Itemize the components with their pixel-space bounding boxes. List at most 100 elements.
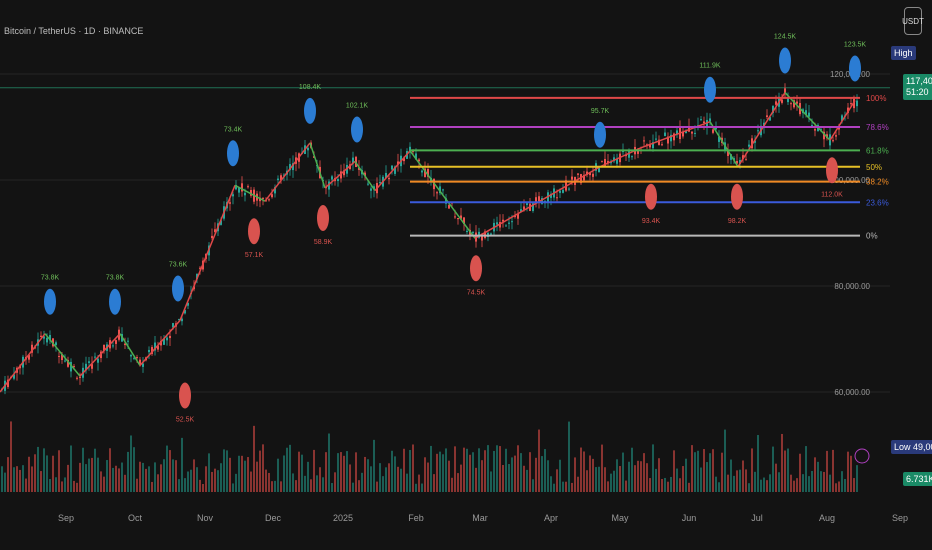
- volume-bar: [526, 469, 528, 492]
- volume-bar: [88, 458, 90, 492]
- candle-body: [547, 192, 549, 203]
- volume-bar: [790, 474, 792, 492]
- candle-body: [331, 176, 333, 180]
- candle-body: [85, 363, 87, 371]
- volume-bar: [640, 461, 642, 492]
- volume-bar: [340, 452, 342, 492]
- volume-bar: [610, 473, 612, 492]
- candle-body: [232, 194, 234, 197]
- candle-body: [457, 218, 459, 220]
- volume-bar: [361, 472, 363, 492]
- candle-body: [652, 142, 654, 149]
- volume-bar: [415, 483, 417, 492]
- candle-body: [163, 338, 165, 345]
- candle-body: [730, 154, 732, 160]
- volume-bar: [652, 444, 654, 492]
- currency-button[interactable]: USDT: [902, 7, 924, 35]
- volume-bar: [436, 453, 438, 492]
- volume-bar: [817, 461, 819, 492]
- volume-bar: [514, 455, 516, 492]
- candle-body: [7, 379, 9, 388]
- volume-bar: [142, 462, 144, 492]
- volume-bar: [136, 478, 138, 492]
- candle-body: [691, 131, 693, 134]
- zigzag-segment: [324, 160, 356, 189]
- volume-tag: 6.731K: [903, 472, 932, 486]
- volume-bar: [73, 480, 75, 492]
- volume-bar: [577, 476, 579, 492]
- candle-body: [589, 172, 591, 176]
- volume-bar: [211, 471, 213, 492]
- candle-body: [157, 345, 159, 350]
- candle-body: [739, 160, 741, 164]
- x-tick-label: Jun: [682, 513, 697, 523]
- candle-body: [637, 150, 639, 154]
- volume-bar: [490, 471, 492, 492]
- volume-bar: [460, 464, 462, 492]
- volume-bar: [409, 449, 411, 492]
- volume-bar: [238, 455, 240, 492]
- volume-bar: [541, 456, 543, 492]
- volume-bar: [808, 476, 810, 492]
- volume-bar: [763, 477, 765, 492]
- volume-bar: [823, 471, 825, 492]
- volume-bar: [94, 448, 96, 492]
- volume-bar: [343, 455, 345, 492]
- volume-bar: [190, 469, 192, 492]
- volume-bar: [160, 464, 162, 492]
- candle-body: [496, 222, 498, 225]
- volume-bar: [55, 477, 57, 492]
- volume-bar: [649, 478, 651, 492]
- candle-body: [235, 184, 237, 190]
- volume-bar: [598, 466, 600, 492]
- candle-body: [520, 209, 522, 213]
- volume-bar: [850, 455, 852, 492]
- volume-bar: [547, 460, 549, 492]
- volume-bar: [814, 457, 816, 492]
- candle-body: [766, 115, 768, 118]
- volume-bar: [337, 453, 339, 492]
- volume-bar: [247, 457, 249, 492]
- volume-bar: [580, 447, 582, 492]
- swing-high-label: 95.7K: [591, 108, 610, 115]
- candle-body: [55, 342, 57, 345]
- volume-bar: [253, 425, 255, 492]
- candle-body: [541, 198, 543, 204]
- volume-bar: [733, 475, 735, 492]
- volume-bar: [40, 471, 42, 492]
- swing-low-marker: [317, 204, 329, 231]
- swing-high-marker: [779, 47, 791, 74]
- candle-body: [835, 135, 837, 137]
- volume-bar: [166, 445, 168, 492]
- candle-body: [670, 134, 672, 142]
- candle-body: [577, 173, 579, 175]
- candle-body: [283, 174, 285, 176]
- volume-bar: [28, 456, 30, 492]
- volume-bar: [760, 479, 762, 492]
- volume-bar: [469, 454, 471, 492]
- volume-bar: [472, 452, 474, 492]
- volume-bar: [475, 467, 477, 492]
- candle-body: [604, 158, 606, 166]
- candle-body: [103, 344, 105, 351]
- candle-body: [244, 192, 246, 196]
- volume-bar: [322, 477, 324, 492]
- volume-bar: [745, 469, 747, 492]
- volume-bar: [64, 477, 66, 492]
- volume-bar: [292, 473, 294, 492]
- candle-body: [550, 193, 552, 198]
- volume-bar: [523, 465, 525, 492]
- volume-bar: [664, 477, 666, 492]
- volume-bar: [820, 471, 822, 492]
- volume-bar: [532, 479, 534, 492]
- candle-body: [517, 213, 519, 219]
- candle-body: [403, 158, 405, 162]
- swing-high-label: 73.8K: [41, 275, 60, 282]
- volume-bar: [574, 457, 576, 492]
- candle-body: [379, 182, 381, 184]
- volume-bar: [250, 471, 252, 492]
- candle-body: [250, 190, 252, 196]
- candle-body: [289, 164, 291, 171]
- candle-body: [370, 188, 372, 191]
